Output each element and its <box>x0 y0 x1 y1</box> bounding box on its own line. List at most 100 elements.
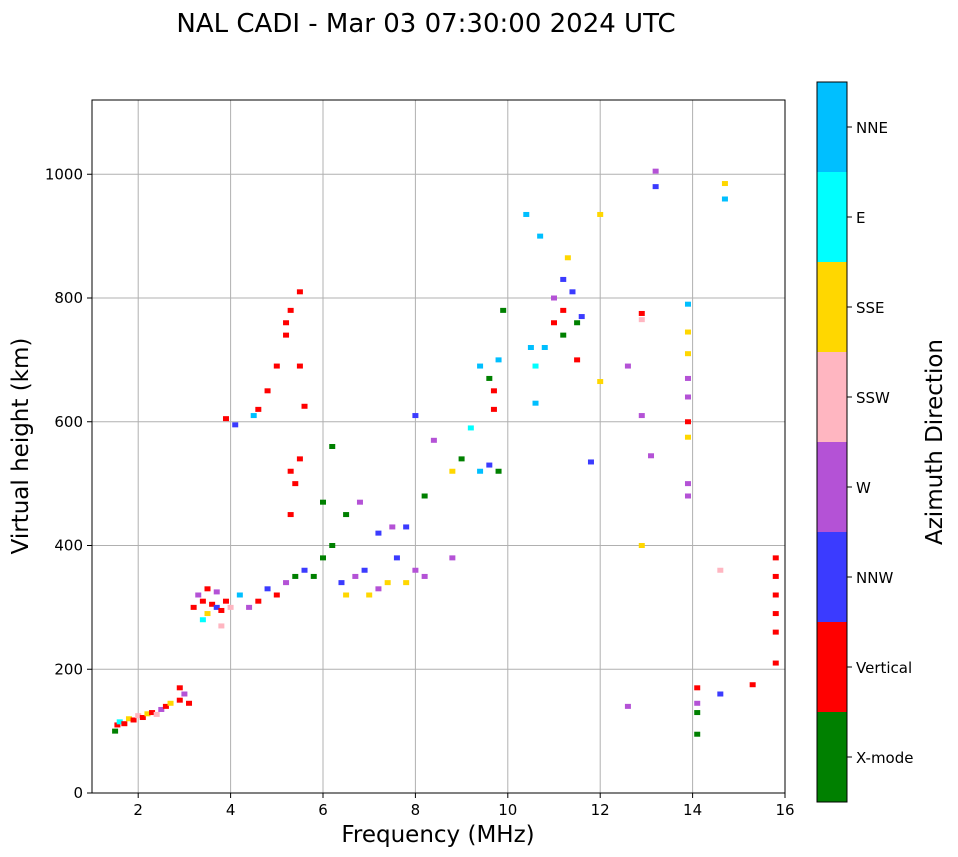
data-point <box>467 425 474 431</box>
y-tick-label: 1000 <box>45 165 83 183</box>
data-point <box>684 419 691 425</box>
data-point <box>721 196 728 202</box>
data-point <box>587 459 594 465</box>
data-point <box>204 611 211 617</box>
data-point <box>486 375 493 381</box>
data-point <box>684 434 691 440</box>
data-point <box>356 499 363 505</box>
data-point <box>301 403 308 409</box>
data-point <box>430 437 437 443</box>
data-point <box>273 592 280 598</box>
data-point <box>495 357 502 363</box>
data-point <box>490 388 497 394</box>
data-point <box>232 422 239 428</box>
data-point <box>292 573 299 579</box>
data-point <box>343 512 350 518</box>
colorbar-segment <box>817 82 847 172</box>
data-point <box>574 357 581 363</box>
x-tick-label: 10 <box>498 801 517 819</box>
data-point <box>449 555 456 561</box>
colorbar-segment <box>817 712 847 802</box>
data-point <box>648 453 655 459</box>
data-point <box>116 719 123 725</box>
colorbar-segment <box>817 262 847 352</box>
data-point <box>176 697 183 703</box>
colorbar-tick-label: E <box>856 209 865 227</box>
data-point <box>310 573 317 579</box>
data-point <box>135 713 142 719</box>
y-axis-label: Virtual height (km) <box>8 338 34 555</box>
data-point <box>574 320 581 326</box>
data-point <box>199 598 206 604</box>
chart-title: NAL CADI - Mar 03 07:30:00 2024 UTC <box>176 9 675 39</box>
data-point <box>684 329 691 335</box>
x-axis-label: Frequency (MHz) <box>341 822 534 848</box>
data-point <box>490 406 497 412</box>
data-point <box>283 332 290 338</box>
data-point <box>624 703 631 709</box>
colorbar-label: Azimuth Direction <box>922 339 948 545</box>
data-point <box>264 388 271 394</box>
data-point <box>684 351 691 357</box>
data-point <box>375 530 382 536</box>
colorbar-tick-label: SSE <box>856 299 885 317</box>
data-point <box>352 573 359 579</box>
data-point <box>541 345 548 350</box>
data-point <box>458 456 465 462</box>
data-point <box>772 629 779 635</box>
data-point <box>255 598 262 604</box>
colorbar-segment <box>817 352 847 442</box>
plot-frame <box>91 99 786 794</box>
data-point <box>222 416 229 422</box>
data-point <box>477 363 484 369</box>
data-point <box>255 406 262 412</box>
data-point <box>684 481 691 487</box>
data-point <box>361 567 368 573</box>
data-point <box>532 363 539 369</box>
x-axis-ticks: 2 4 6 8 10 12 14 16 <box>133 793 795 819</box>
data-point <box>694 731 701 737</box>
data-point <box>772 573 779 579</box>
data-point <box>139 715 146 721</box>
data-point <box>384 580 391 586</box>
data-point <box>176 685 183 691</box>
data-point <box>153 711 160 717</box>
data-point <box>412 413 419 419</box>
data-point <box>320 499 326 505</box>
data-point <box>721 181 728 187</box>
data-point <box>296 363 303 369</box>
data-point <box>560 332 567 338</box>
data-points <box>112 168 779 737</box>
data-point <box>213 589 220 595</box>
data-point <box>236 592 243 598</box>
data-point <box>301 567 308 573</box>
data-point <box>250 413 257 419</box>
x-tick-label: 8 <box>411 801 421 819</box>
data-point <box>527 345 534 350</box>
data-point <box>213 604 220 610</box>
data-point <box>199 617 206 623</box>
data-point <box>320 555 326 561</box>
data-point <box>227 604 234 610</box>
colorbar-tick-label: NNW <box>856 569 893 587</box>
data-point <box>292 481 299 487</box>
data-point <box>694 685 701 691</box>
data-point <box>366 592 373 598</box>
data-point <box>375 586 382 592</box>
data-point <box>121 721 128 727</box>
colorbar-tick-label: SSW <box>856 389 890 407</box>
data-point <box>500 307 507 313</box>
data-point <box>162 703 169 709</box>
data-point <box>495 468 502 474</box>
data-point <box>638 317 645 323</box>
data-point <box>624 363 631 369</box>
data-point <box>114 722 121 728</box>
colorbar-tick-label: X-mode <box>856 749 913 767</box>
data-point <box>532 400 539 406</box>
data-point <box>772 660 779 666</box>
data-point <box>694 710 701 716</box>
data-point <box>158 706 165 712</box>
data-point <box>167 700 174 706</box>
x-tick-label: 6 <box>318 801 328 819</box>
data-point <box>638 310 645 316</box>
